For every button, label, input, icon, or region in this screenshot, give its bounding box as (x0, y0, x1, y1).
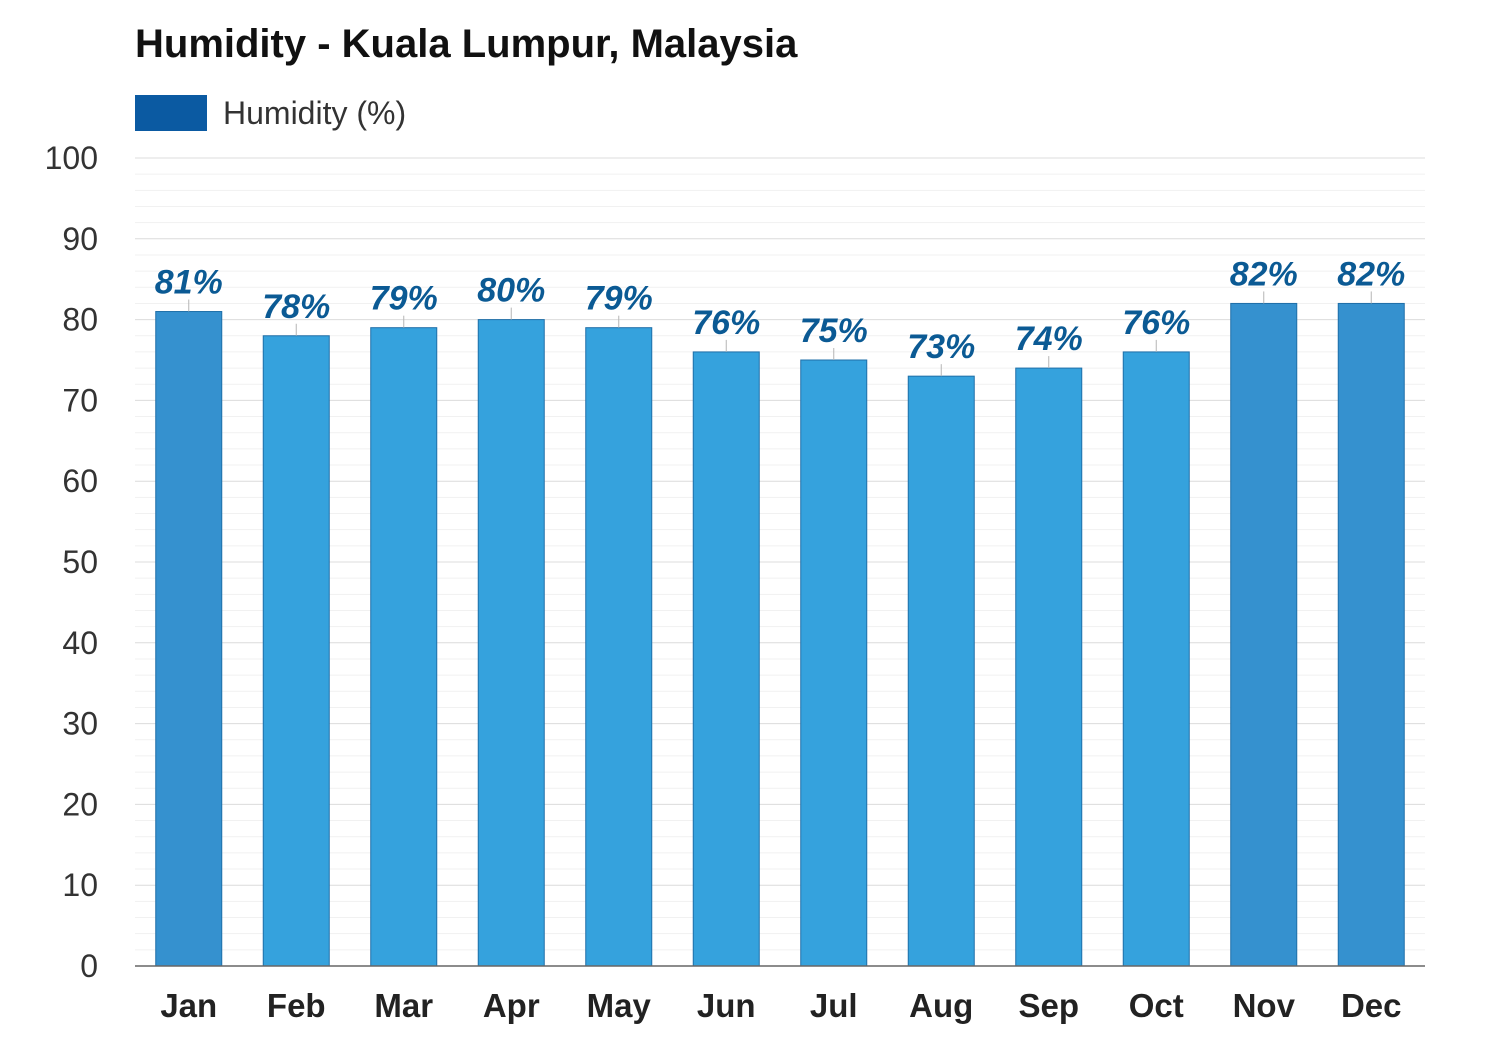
data-label-feb: 78% (262, 288, 330, 326)
bar-may (585, 327, 653, 967)
bar-apr (477, 319, 545, 967)
y-tick-label: 0 (80, 948, 98, 984)
bar-nov (1230, 302, 1298, 967)
bar-oct (1122, 351, 1190, 967)
y-tick-label: 60 (62, 463, 98, 499)
data-label-sep: 74% (1015, 320, 1083, 358)
y-tick-label: 50 (62, 544, 98, 580)
y-tick-label: 30 (62, 706, 98, 742)
y-tick-label: 80 (62, 302, 98, 338)
data-label-apr: 80% (477, 272, 545, 310)
bar-mar (370, 327, 438, 967)
x-tick-label-jun: Jun (697, 987, 756, 1024)
bar-dec (1337, 302, 1405, 967)
y-tick-label: 100 (45, 140, 98, 176)
chart-legend: Humidity (%) (135, 94, 406, 132)
chart-title: Humidity - Kuala Lumpur, Malaysia (135, 22, 798, 66)
data-label-oct: 76% (1122, 304, 1190, 342)
data-label-nov: 82% (1230, 255, 1298, 293)
x-tick-label-aug: Aug (909, 987, 973, 1024)
bar-jan (155, 311, 223, 967)
y-tick-label: 40 (62, 625, 98, 661)
y-tick-label: 10 (62, 867, 98, 903)
legend-swatch (135, 95, 207, 131)
legend-label: Humidity (%) (223, 94, 407, 131)
data-label-jun: 76% (692, 304, 760, 342)
x-tick-label-may: May (587, 987, 652, 1024)
data-label-dec: 82% (1337, 255, 1405, 293)
data-label-mar: 79% (370, 280, 438, 318)
x-tick-label-nov: Nov (1233, 987, 1296, 1024)
x-tick-label-feb: Feb (267, 987, 326, 1024)
x-tick-label-jan: Jan (160, 987, 217, 1024)
bar-sep (1015, 367, 1083, 967)
x-tick-label-dec: Dec (1341, 987, 1402, 1024)
y-tick-label: 70 (62, 382, 98, 418)
x-tick-label-jul: Jul (810, 987, 858, 1024)
y-tick-label: 90 (62, 221, 98, 257)
bar-jun (692, 351, 760, 967)
data-label-jul: 75% (800, 312, 868, 350)
x-tick-label-oct: Oct (1129, 987, 1184, 1024)
x-tick-label-mar: Mar (374, 987, 433, 1024)
bar-feb (262, 335, 330, 967)
data-label-may: 79% (585, 280, 653, 318)
data-label-jan: 81% (155, 264, 223, 302)
x-tick-label-sep: Sep (1018, 987, 1079, 1024)
bar-aug (907, 375, 975, 967)
y-tick-label: 20 (62, 786, 98, 822)
x-tick-label-apr: Apr (483, 987, 540, 1024)
data-label-aug: 73% (907, 328, 975, 366)
bar-jul (800, 359, 868, 967)
